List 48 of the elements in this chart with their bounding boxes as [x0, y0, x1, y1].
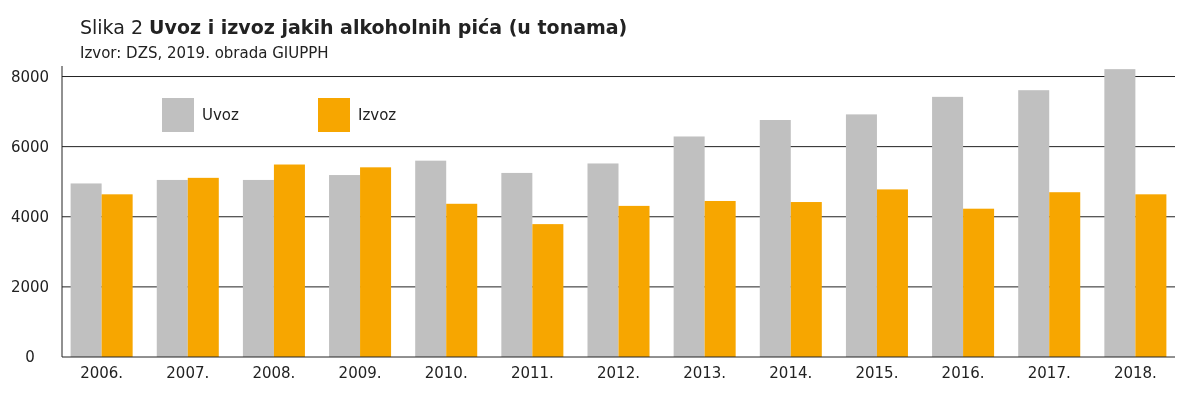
bar [673, 136, 705, 357]
bar [1049, 192, 1081, 357]
x-tick-label: 2008. [252, 363, 296, 382]
x-tick-label: 2009. [338, 363, 382, 382]
x-tick-label: 2018. [1113, 363, 1157, 382]
bar [704, 200, 736, 357]
bar [446, 203, 478, 357]
legend-label: Izvoz [358, 106, 397, 124]
legend-label: Uvoz [202, 106, 240, 124]
y-tick-label: 4000 [10, 208, 50, 227]
bar [329, 175, 361, 357]
bar [876, 189, 908, 357]
bar [273, 164, 305, 357]
x-tick-label: 2016. [941, 363, 985, 382]
bar [618, 205, 650, 357]
bar [1018, 90, 1050, 357]
x-tick-label: 2015. [855, 363, 899, 382]
y-tick-label: 8000 [10, 67, 50, 86]
chart-title: Slika 2 Uvoz i izvoz jakih alkoholnih pića (u tonama) [80, 16, 628, 38]
bar [963, 208, 995, 357]
bar [101, 194, 133, 357]
bar [156, 179, 188, 357]
bar [1135, 194, 1167, 357]
bar [360, 167, 392, 357]
y-tick-label: 0 [25, 348, 35, 367]
x-tick-label: 2014. [769, 363, 813, 382]
bar [187, 177, 219, 357]
chart-subtitle: Izvor: DZS, 2019. obrada GIUPPH [80, 44, 329, 62]
bar [845, 114, 877, 357]
bar [242, 179, 274, 357]
bar [415, 160, 447, 357]
x-tick-label: 2007. [166, 363, 210, 382]
bar [532, 224, 564, 357]
y-tick-label: 6000 [10, 137, 50, 156]
bar [932, 96, 964, 357]
x-tick-label: 2006. [80, 363, 124, 382]
x-tick-label: 2013. [683, 363, 727, 382]
x-tick-label: 2017. [1027, 363, 1071, 382]
bar [501, 172, 533, 357]
x-tick-label: 2011. [510, 363, 554, 382]
x-tick-label: 2012. [597, 363, 640, 382]
x-tick-label: 2010. [424, 363, 468, 382]
bar [1104, 69, 1136, 357]
bar [587, 163, 619, 357]
bar [790, 202, 822, 357]
bar [70, 183, 102, 357]
y-tick-label: 2000 [10, 278, 50, 297]
bar [759, 119, 791, 357]
